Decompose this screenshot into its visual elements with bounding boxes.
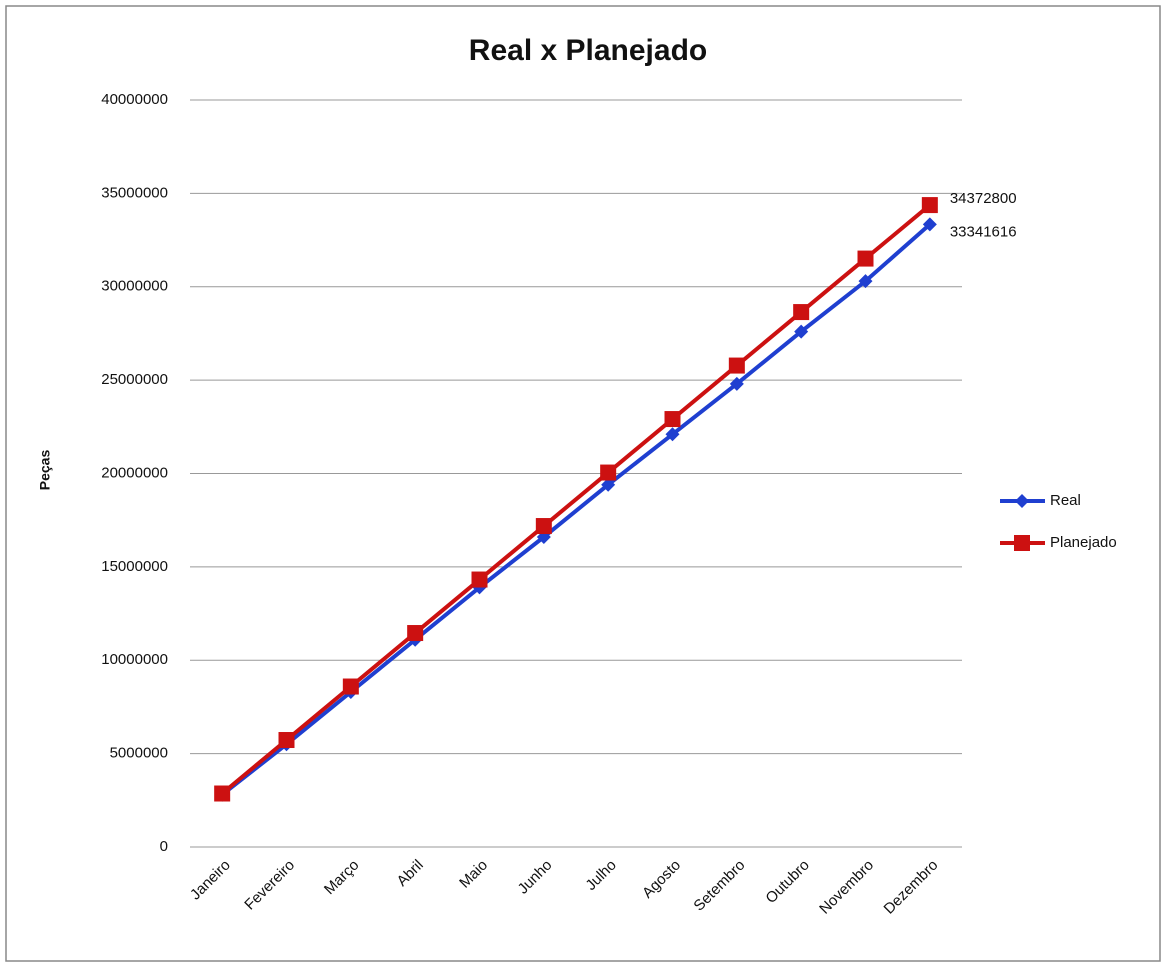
legend-label: Planejado: [1050, 534, 1117, 551]
marker: [600, 464, 617, 481]
marker: [664, 411, 681, 428]
marker: [794, 324, 809, 339]
marker: [922, 217, 937, 232]
marker: [728, 357, 745, 374]
y-tick-label: 40000000: [101, 91, 168, 108]
marker: [1015, 494, 1029, 508]
y-tick-label: 35000000: [101, 184, 168, 201]
y-tick-label: 10000000: [101, 651, 168, 668]
chart-border: [5, 5, 1161, 962]
chart-title: Real x Planejado: [469, 34, 707, 67]
y-axis-label: Peças: [37, 450, 53, 491]
data-label: 33341616: [950, 223, 1017, 240]
marker: [921, 197, 938, 214]
marker: [665, 427, 680, 442]
line: [220, 222, 932, 797]
marker: [342, 678, 359, 695]
marker: [729, 376, 744, 391]
marker: [601, 477, 616, 492]
marker: [857, 250, 874, 267]
y-tick-label: 0: [160, 838, 168, 855]
marker: [793, 304, 810, 321]
marker: [214, 785, 231, 802]
marker: [407, 625, 424, 642]
marker: [1014, 535, 1030, 551]
marker: [535, 518, 552, 535]
y-tick-label: 15000000: [101, 558, 168, 575]
y-tick-label: 25000000: [101, 371, 168, 388]
marker: [858, 274, 873, 289]
y-tick-label: 20000000: [101, 464, 168, 481]
legend-label: Real: [1050, 492, 1081, 509]
marker: [278, 732, 295, 749]
line: [220, 203, 932, 796]
marker: [471, 571, 488, 588]
data-label: 34372800: [950, 190, 1017, 207]
y-tick-label: 30000000: [101, 278, 168, 295]
y-tick-label: 5000000: [110, 745, 168, 762]
